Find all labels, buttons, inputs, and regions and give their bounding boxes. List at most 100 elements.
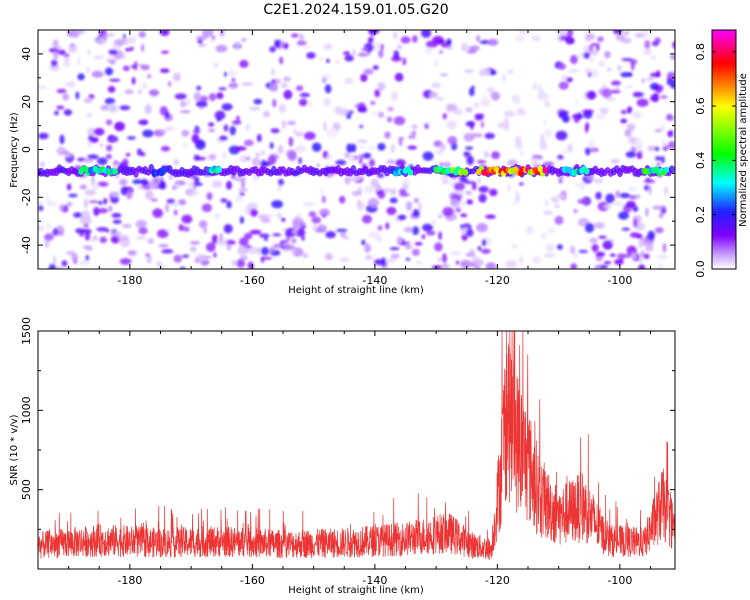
snr-ytick-label: 1000 — [20, 396, 33, 424]
heatmap-noise-cell — [111, 44, 121, 51]
heatmap-noise-cell — [556, 244, 563, 250]
heatmap-noise-cell — [81, 210, 91, 219]
heatmap-noise-cell — [435, 149, 444, 156]
heatmap-band-segment-cell — [462, 169, 469, 176]
heatmap-noise-cell — [108, 103, 119, 113]
heatmap-noise-cell — [276, 212, 282, 219]
heatmap-noise-cell — [299, 92, 311, 98]
heatmap-noise-cell — [618, 211, 629, 220]
heatmap-noise-cell — [141, 82, 148, 90]
heatmap-noise-cell — [200, 95, 208, 102]
heatmap-noise-cell — [611, 80, 621, 86]
heatmap-noise-cell — [577, 112, 582, 120]
heatmap-noise-cell — [602, 240, 613, 250]
heatmap-noise-cell — [96, 227, 109, 232]
heatmap-noise-cell — [542, 119, 547, 126]
snr-ytick-label: 500 — [20, 479, 33, 500]
heatmap-noise-cell — [321, 195, 326, 204]
heatmap-noise-cell — [192, 182, 203, 187]
heatmap-noise-cell — [636, 142, 643, 151]
heatmap-noise-cell — [339, 195, 346, 204]
heatmap-noise-cell — [620, 118, 628, 124]
heatmap-noise-cell — [570, 263, 578, 269]
heatmap-noise-cell — [435, 40, 446, 44]
heatmap-noise-cell — [302, 253, 308, 259]
heatmap-noise-cell — [95, 38, 106, 45]
heatmap-noise-cell — [670, 54, 675, 60]
heatmap-noise-cell — [82, 245, 91, 249]
heatmap-xtick-label: -100 — [607, 274, 632, 287]
heatmap-noise-cell — [294, 228, 306, 237]
heatmap-noise-cell — [216, 239, 228, 247]
heatmap-noise-cell — [402, 57, 407, 66]
heatmap-noise-cell — [208, 93, 217, 102]
heatmap-noise-cell — [557, 193, 567, 199]
heatmap-noise-cell — [195, 35, 208, 41]
heatmap-noise-cell — [583, 51, 590, 59]
snr-xtick-label: -180 — [117, 574, 142, 587]
heatmap-noise-cell — [111, 235, 119, 244]
heatmap-noise-cell — [577, 198, 590, 205]
snr-series-line — [38, 331, 675, 561]
heatmap-noise-cell — [466, 155, 474, 166]
heatmap-noise-cell — [460, 259, 472, 269]
heatmap-noise-cell — [645, 77, 653, 82]
heatmap-noise-cell — [532, 255, 542, 265]
heatmap-band-segment-cell — [112, 168, 118, 175]
heatmap-noise-cell — [295, 131, 304, 137]
heatmap-noise-cell — [68, 193, 78, 198]
heatmap-noise-cell — [51, 230, 60, 235]
heatmap-noise-cell — [439, 162, 443, 167]
heatmap-noise-cell — [216, 92, 224, 100]
heatmap-noise-cell — [386, 206, 397, 216]
heatmap-noise-cell — [248, 247, 259, 255]
heatmap-noise-cell — [591, 243, 599, 253]
heatmap-noise-cell — [264, 237, 268, 241]
heatmap-noise-cell — [126, 136, 136, 140]
heatmap-noise-cell — [645, 207, 649, 217]
heatmap-noise-cell — [224, 71, 228, 77]
snr-ylabel: SNR (10 * v/v) — [9, 414, 20, 485]
heatmap-noise-cell — [672, 41, 675, 49]
heatmap-noise-cell — [370, 178, 379, 188]
heatmap-noise-cell — [91, 70, 104, 78]
heatmap-noise-cell — [253, 98, 263, 105]
heatmap-noise-cell — [529, 158, 542, 163]
heatmap-noise-cell — [132, 179, 143, 185]
heatmap-noise-cell — [65, 154, 72, 158]
heatmap-noise-cell — [263, 110, 270, 118]
heatmap-noise-cell — [566, 77, 573, 83]
heatmap-noise-cell — [46, 222, 52, 231]
heatmap-noise-cell — [237, 245, 249, 255]
heatmap-noise-cell — [319, 189, 325, 194]
heatmap-noise-cell — [195, 254, 208, 263]
heatmap-noise-cell — [461, 233, 468, 241]
heatmap-noise-cell — [374, 89, 381, 98]
heatmap-noise-cell — [173, 158, 179, 166]
heatmap-noise-cell — [369, 158, 375, 168]
heatmap-noise-cell — [241, 38, 247, 42]
heatmap-noise-cell — [298, 157, 302, 165]
heatmap-noise-cell — [99, 143, 104, 148]
heatmap-band-segment-cell — [216, 166, 223, 173]
heatmap-noise-cell — [361, 47, 369, 52]
heatmap-noise-cell — [364, 255, 373, 260]
heatmap-noise-cell — [277, 184, 282, 192]
heatmap-noise-cell — [666, 113, 674, 121]
heatmap-noise-cell — [482, 95, 488, 100]
heatmap-noise-cell — [260, 159, 267, 169]
heatmap-noise-cell — [181, 142, 190, 148]
heatmap-xtick-label: -180 — [117, 274, 142, 287]
heatmap-noise-cell — [566, 30, 574, 37]
heatmap-noise-cell — [410, 130, 414, 140]
heatmap-noise-cell — [261, 150, 265, 156]
heatmap-noise-cell — [590, 43, 601, 47]
heatmap-noise-cell — [256, 134, 262, 142]
heatmap-noise-cell — [138, 119, 149, 126]
heatmap-noise-cell — [274, 39, 281, 48]
heatmap-noise-cell — [189, 240, 201, 245]
colorbar-tick-label: 0.6 — [694, 97, 707, 115]
heatmap-noise-cell — [474, 115, 484, 121]
heatmap-noise-cell — [471, 133, 483, 138]
heatmap-noise-cell — [597, 60, 606, 68]
